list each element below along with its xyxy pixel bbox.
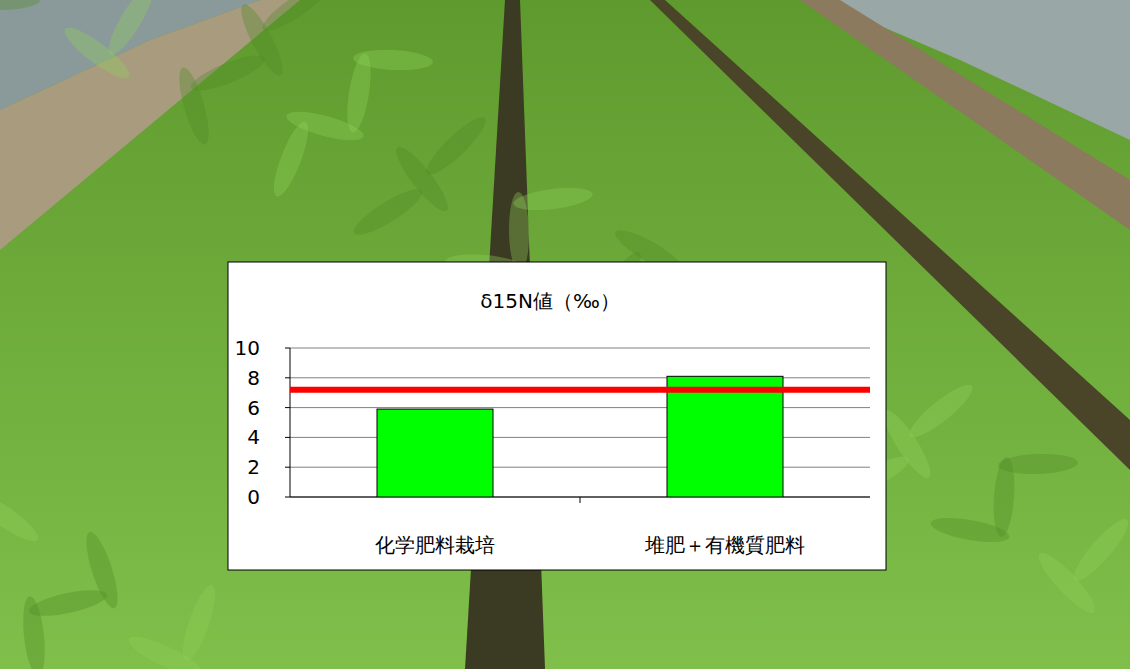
leaf-texture [1067, 513, 1130, 586]
y-tick-label: 2 [247, 455, 260, 479]
leaf-texture [904, 378, 979, 444]
x-separator-tick [580, 497, 581, 503]
y-tick [285, 348, 290, 349]
y-tick [285, 407, 290, 408]
leaf-texture [0, 0, 40, 10]
path-soil [0, 0, 300, 250]
bar [377, 409, 493, 497]
leaf-texture [349, 182, 427, 241]
leaf-texture [102, 0, 160, 59]
y-tick-label: 10 [235, 336, 260, 360]
y-tick [285, 467, 290, 468]
grid-line [290, 348, 870, 349]
leaf-texture [420, 111, 491, 181]
y-tick [285, 437, 290, 438]
background [0, 0, 1130, 669]
chart-title: δ15N値（‰） [480, 289, 619, 313]
leaf-texture [187, 49, 269, 98]
leaf-texture [0, 486, 44, 548]
bar [667, 376, 783, 497]
x-tick-label: 堆肥＋有機質肥料 [644, 533, 805, 557]
leaf-texture [177, 582, 222, 664]
y-axis [290, 348, 291, 497]
path-soil [800, 0, 1130, 230]
y-tick [285, 497, 290, 498]
chart-panel [228, 262, 886, 570]
y-tick-label: 0 [247, 485, 260, 509]
leaf-texture [27, 585, 109, 621]
y-tick-label: 4 [247, 425, 260, 449]
leaf-texture [512, 184, 594, 214]
plot-marks [290, 376, 870, 497]
reference-line [290, 387, 870, 393]
leaf-texture [353, 48, 434, 72]
page: δ15N値（‰） 0 2 4 6 8 10 化学肥料栽培 堆肥＋有機質肥料 [0, 0, 1130, 669]
field [0, 0, 1130, 669]
leaf-texture [998, 453, 1079, 476]
leaf-texture [257, 0, 335, 38]
leaf-texture [80, 529, 124, 611]
y-tick-label: 6 [247, 396, 260, 420]
x-tick-label: 化学肥料栽培 [375, 533, 495, 557]
y-tick-label: 8 [247, 366, 260, 390]
y-tick [285, 377, 290, 378]
